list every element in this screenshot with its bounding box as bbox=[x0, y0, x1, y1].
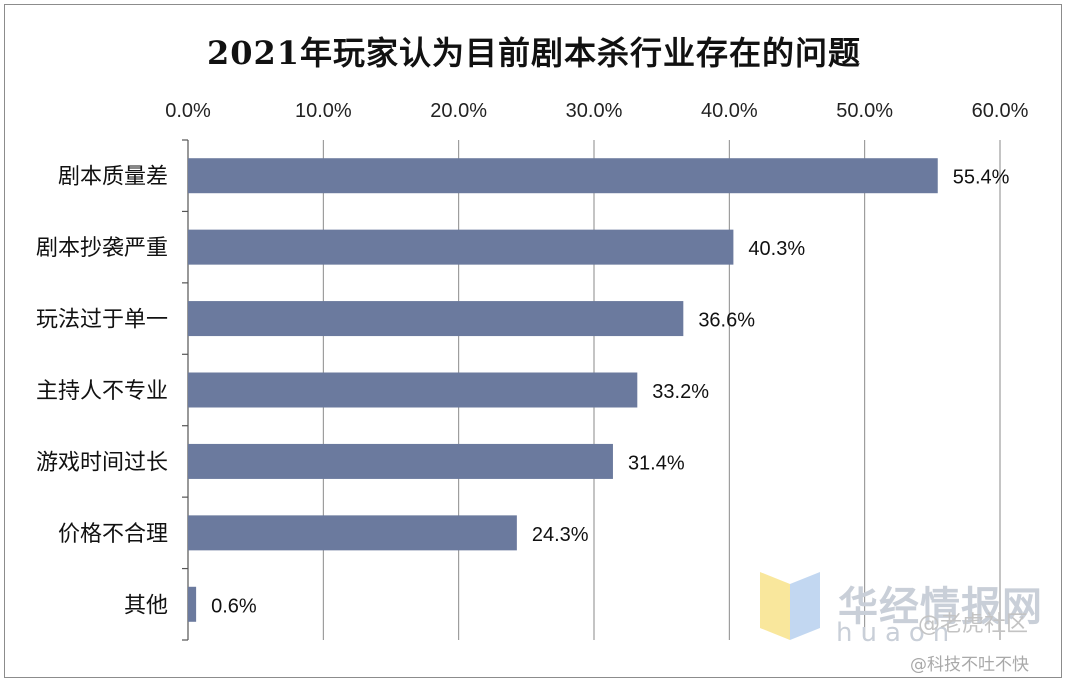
value-labels: 55.4% 40.3% 36.6% 33.2% 31.4% 24.3% 0.6% bbox=[211, 167, 1010, 618]
bar bbox=[188, 443, 613, 479]
bar bbox=[188, 301, 684, 337]
category-label: 价格不合理 bbox=[58, 522, 168, 547]
data-label: 33.2% bbox=[652, 381, 709, 403]
data-label: 36.6% bbox=[698, 310, 755, 332]
bar bbox=[188, 158, 938, 194]
data-label: 40.3% bbox=[748, 238, 805, 260]
bar bbox=[188, 586, 197, 622]
x-tick-label: 20.0% bbox=[430, 100, 487, 122]
x-tick-label: 40.0% bbox=[701, 100, 758, 122]
x-tick-label: 30.0% bbox=[566, 100, 623, 122]
bar bbox=[188, 229, 734, 265]
watermark-source: @科技不吐不快 bbox=[910, 655, 1029, 675]
data-label: 0.6% bbox=[211, 595, 257, 617]
data-label: 31.4% bbox=[628, 452, 685, 474]
data-label: 55.4% bbox=[953, 167, 1010, 189]
bar bbox=[188, 372, 638, 408]
bar bbox=[188, 515, 517, 551]
x-tick-label: 0.0% bbox=[165, 100, 211, 122]
category-label: 游戏时间过长 bbox=[36, 450, 168, 475]
x-tick-label: 10.0% bbox=[295, 100, 352, 122]
x-tick-label: 60.0% bbox=[972, 100, 1029, 122]
watermark-pinyin: huaon bbox=[836, 618, 958, 648]
tick-labels: 0.0% 10.0% 20.0% 30.0% 40.0% 50.0% 60.0% bbox=[165, 100, 1028, 122]
watermark-logo-icon bbox=[760, 572, 820, 640]
chart-frame bbox=[4, 4, 1062, 678]
category-label: 玩法过于单一 bbox=[36, 308, 168, 333]
chart-title: 2021年玩家认为目前剧本杀行业存在的问题 bbox=[206, 34, 862, 72]
grid-layer bbox=[182, 139, 1001, 641]
watermark-brand: 华经情报网 bbox=[838, 584, 1043, 630]
bars bbox=[188, 158, 938, 622]
category-label: 主持人不专业 bbox=[36, 379, 168, 404]
category-label: 剧本质量差 bbox=[58, 165, 168, 190]
x-tick-label: 50.0% bbox=[836, 100, 893, 122]
data-label: 24.3% bbox=[532, 524, 589, 546]
watermark-community: @老虎社区 bbox=[918, 612, 1029, 637]
category-label: 其他 bbox=[124, 593, 168, 618]
category-label: 剧本抄袭严重 bbox=[36, 236, 168, 261]
